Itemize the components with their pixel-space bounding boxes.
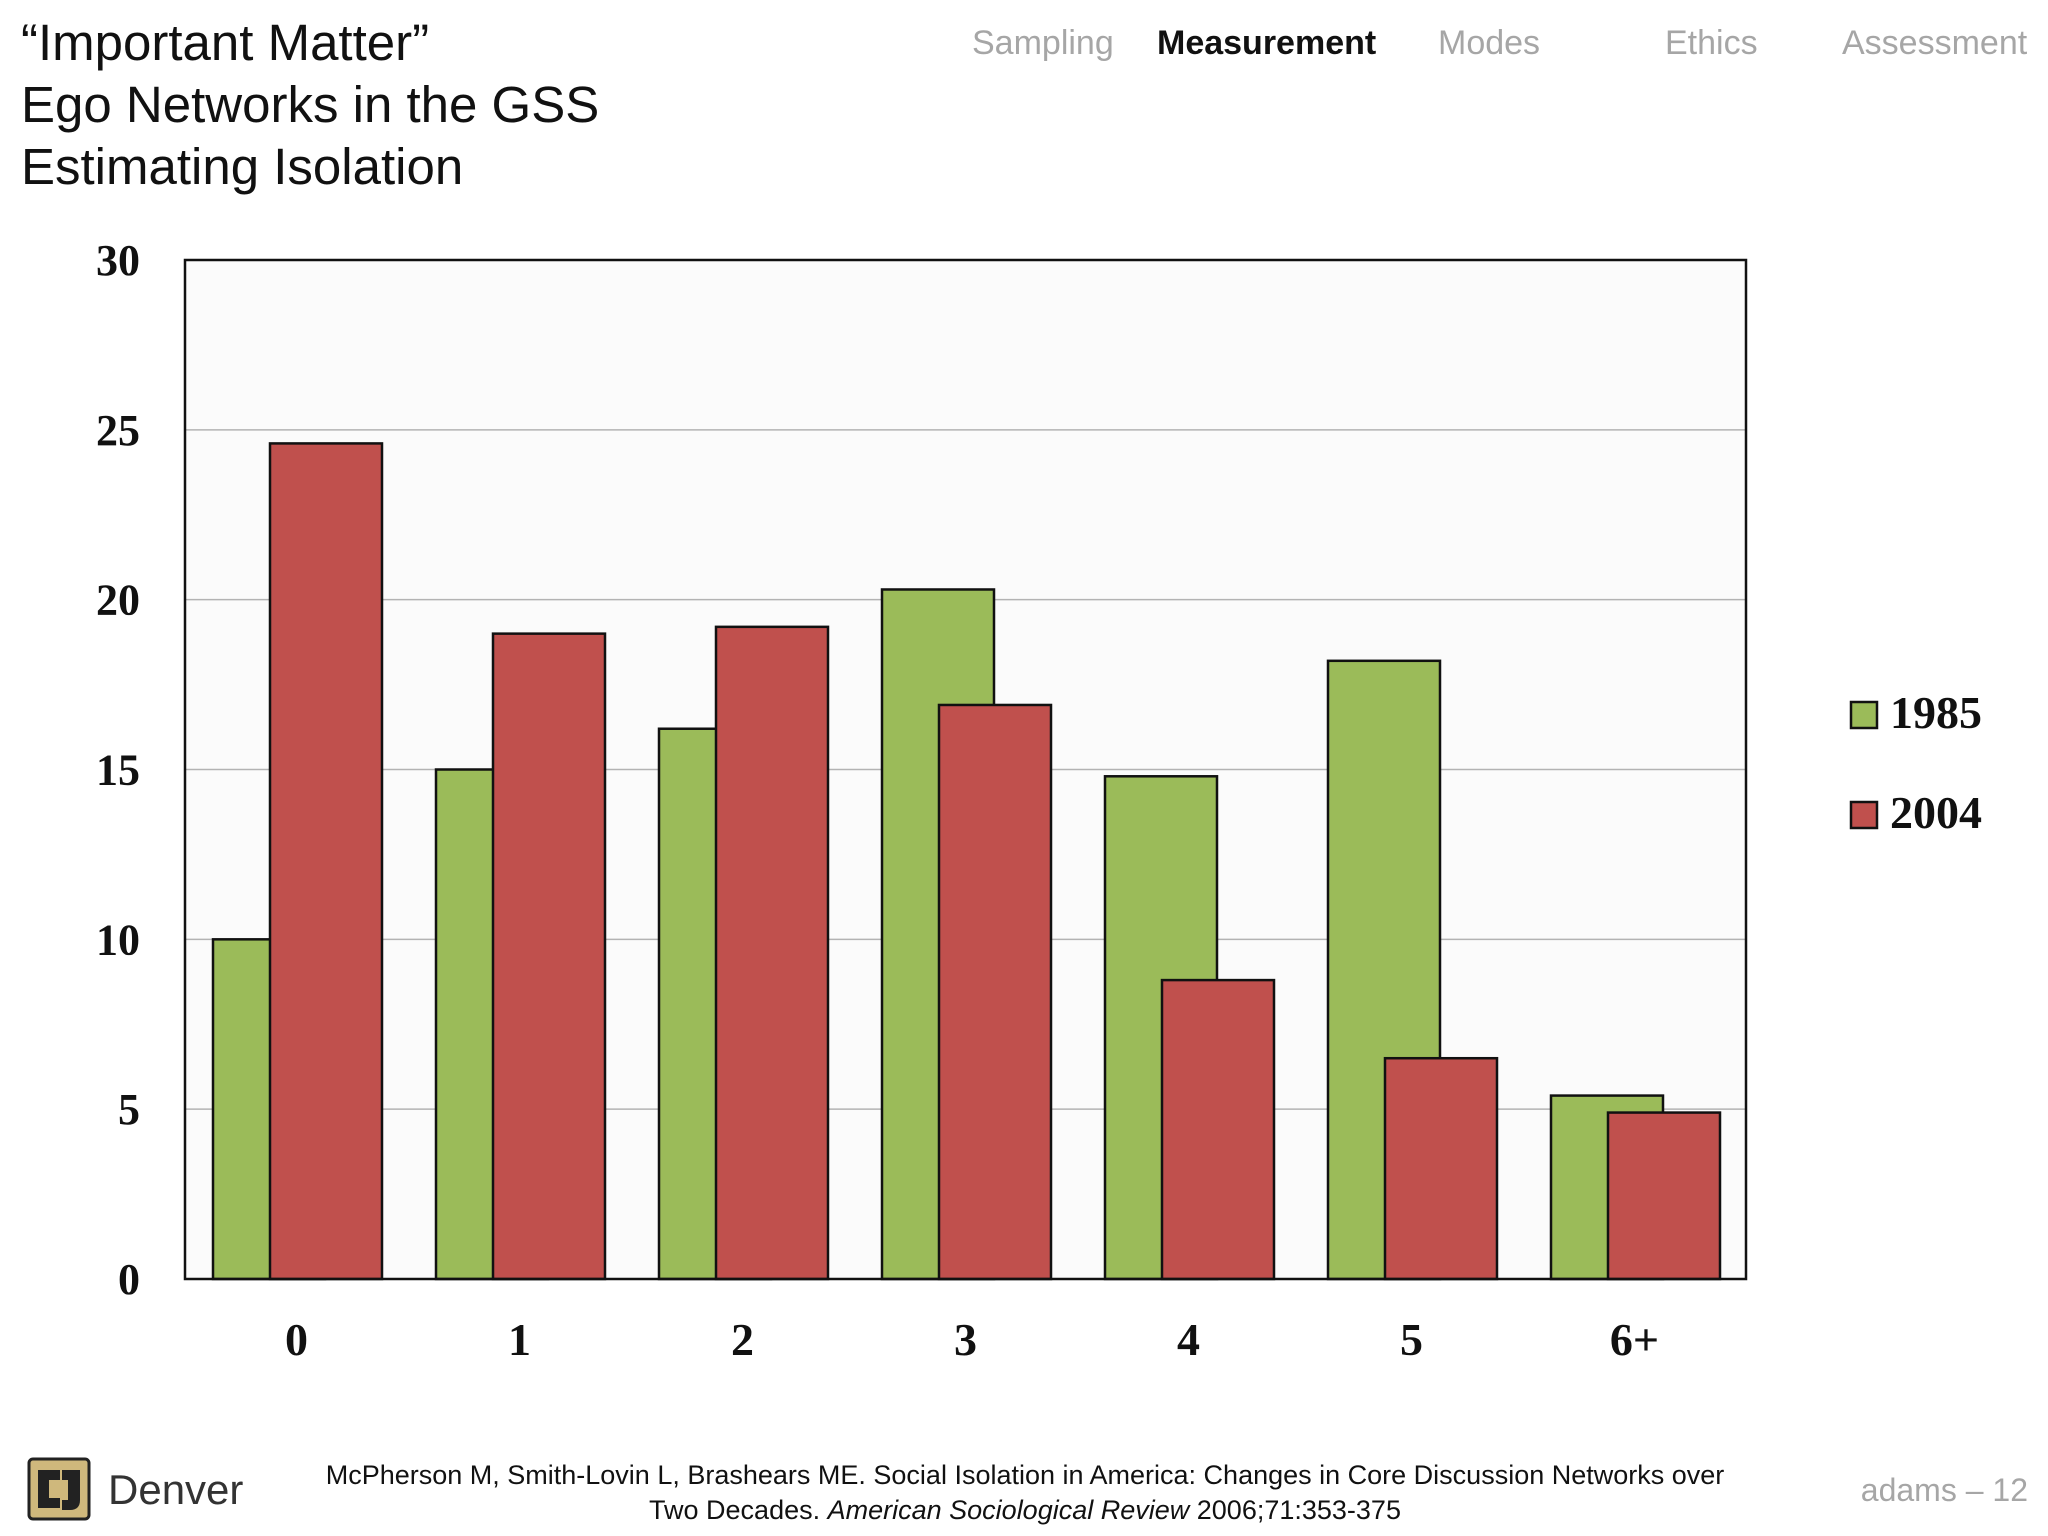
y-tick-label: 10 <box>96 915 140 964</box>
x-tick-label: 6+ <box>1610 1314 1659 1365</box>
title-line-2: Ego Networks in the GSS <box>21 76 600 133</box>
y-tick-label: 5 <box>118 1085 140 1134</box>
y-tick-label: 15 <box>96 746 140 795</box>
citation-volume: 2006;71:353-375 <box>1189 1495 1401 1525</box>
citation-authors-tail: Two Decades. <box>649 1495 828 1525</box>
x-tick-label: 4 <box>1177 1314 1200 1365</box>
y-tick-label: 30 <box>96 236 140 285</box>
x-tick-label: 0 <box>285 1314 308 1365</box>
footer-brand: Denver <box>108 1466 244 1513</box>
x-tick-label: 5 <box>1400 1314 1423 1365</box>
slide-title: “Important Matter” Ego Networks in the G… <box>21 12 599 198</box>
section-nav: Sampling Measurement Modes Ethics Assess… <box>0 24 2048 74</box>
nav-item-modes[interactable]: Modes <box>1438 24 1541 62</box>
bar-2004-5 <box>1383 1056 1499 1281</box>
x-tick-label: 2 <box>731 1314 754 1365</box>
x-tick-label: 1 <box>508 1314 531 1365</box>
y-tick-label: 25 <box>96 406 140 455</box>
bar-2004-2 <box>714 625 830 1281</box>
bar-2004-1 <box>491 632 607 1281</box>
legend-swatch-1985 <box>1849 700 1879 730</box>
nav-item-ethics[interactable]: Ethics <box>1665 24 1758 62</box>
bar-2004-3 <box>937 703 1053 1281</box>
y-tick-label: 0 <box>118 1255 140 1304</box>
slide-number: adams – 12 <box>1860 1472 2028 1508</box>
nav-item-assessment[interactable]: Assessment <box>1842 24 2028 62</box>
citation: McPherson M, Smith-Lovin L, Brashears ME… <box>270 1458 1780 1528</box>
x-tick-label: 3 <box>954 1314 977 1365</box>
legend-swatch-2004 <box>1849 800 1879 830</box>
legend-label-2004: 2004 <box>1890 787 1982 838</box>
bar-2004-6+ <box>1606 1111 1722 1281</box>
plot-border <box>183 258 1748 1281</box>
y-tick-label: 20 <box>96 576 140 625</box>
citation-line-2: Two Decades. American Sociological Revie… <box>270 1493 1780 1528</box>
citation-journal: American Sociological Review <box>827 1495 1190 1525</box>
cu-logo-icon <box>27 1457 91 1521</box>
bar-2004-0 <box>268 442 384 1281</box>
citation-line-1: McPherson M, Smith-Lovin L, Brashears ME… <box>325 1460 1725 1490</box>
legend-label-1985: 1985 <box>1890 687 1982 738</box>
nav-item-measurement[interactable]: Measurement <box>1157 24 1377 62</box>
nav-item-sampling[interactable]: Sampling <box>972 24 1114 62</box>
bar-2004-4 <box>1160 978 1276 1281</box>
title-line-3: Estimating Isolation <box>21 138 464 195</box>
title-line-1: “Important Matter” <box>21 14 430 71</box>
